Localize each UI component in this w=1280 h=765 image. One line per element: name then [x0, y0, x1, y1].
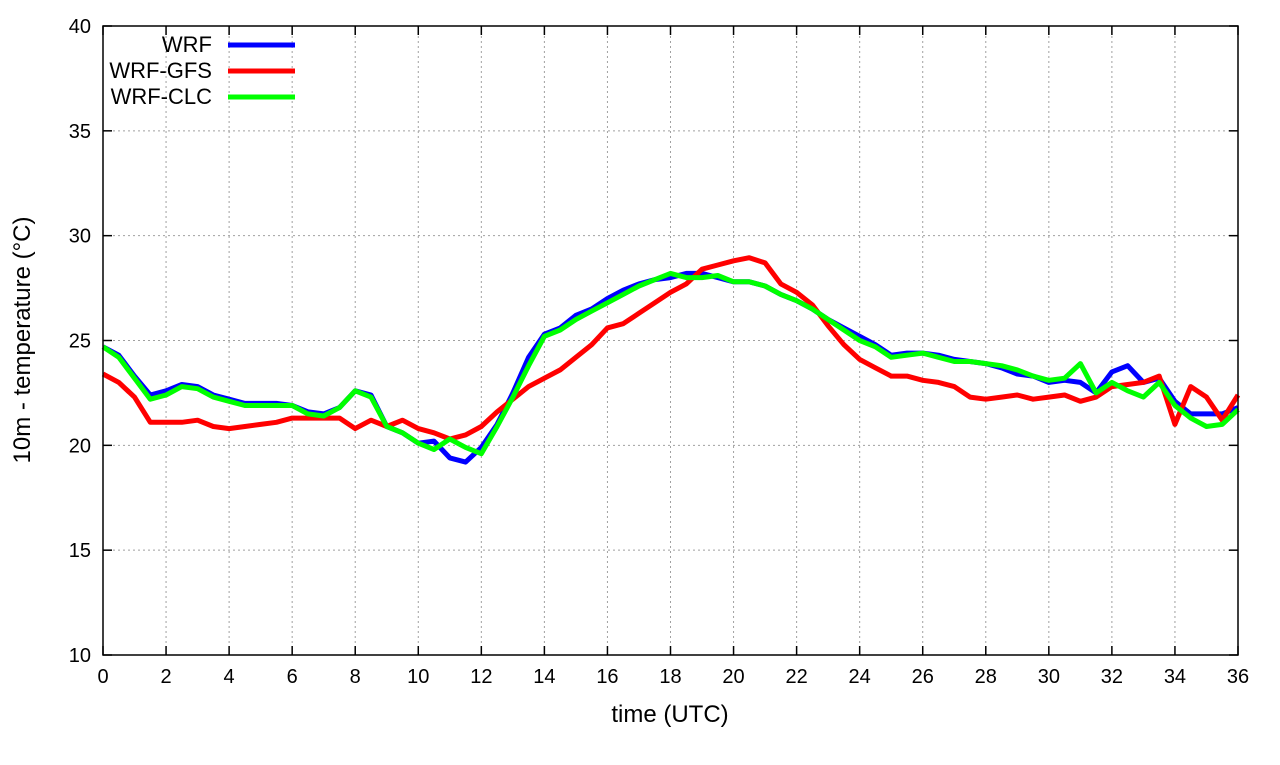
x-tick-label: 26 — [912, 666, 934, 688]
series-line-wrf-clc — [101, 270, 1240, 457]
x-axis-label: time (UTC) — [611, 701, 728, 728]
x-tick-label: 24 — [849, 666, 871, 688]
x-tick-label: 10 — [407, 666, 429, 688]
x-tick-label: 2 — [160, 666, 171, 688]
y-tick-label: 25 — [69, 331, 91, 353]
x-tick-label: 12 — [470, 666, 492, 688]
y-tick-label: 20 — [69, 435, 91, 457]
legend-label: WRF — [162, 32, 212, 57]
x-tick-label: 30 — [1038, 666, 1060, 688]
y-axis-label: 10m - temperature (°C) — [9, 217, 36, 464]
x-tick-label: 22 — [785, 666, 807, 688]
legend-label: WRF-CLC — [111, 84, 213, 109]
legend-label: WRF-GFS — [109, 58, 212, 83]
x-tick-label: 16 — [596, 666, 618, 688]
y-tick-label: 40 — [69, 16, 91, 38]
x-tick-label: 36 — [1227, 666, 1249, 688]
x-tick-label: 18 — [659, 666, 681, 688]
x-tick-label: 6 — [287, 666, 298, 688]
x-tick-label: 34 — [1164, 666, 1186, 688]
x-tick-label: 8 — [350, 666, 361, 688]
x-tick-label: 0 — [97, 666, 108, 688]
y-tick-label: 30 — [69, 226, 91, 248]
x-tick-label: 28 — [975, 666, 997, 688]
series-line-wrf-gfs — [101, 255, 1241, 442]
series-lines — [101, 255, 1241, 465]
x-tick-label: 20 — [722, 666, 744, 688]
grid — [103, 26, 1238, 655]
x-tick-label: 4 — [224, 666, 235, 688]
y-tick-label: 35 — [69, 121, 91, 143]
x-tick-label: 14 — [533, 666, 555, 688]
x-tick-label: 32 — [1101, 666, 1123, 688]
y-tick-label: 10 — [69, 645, 91, 667]
axis-ticks: 0 2 4 6 8 10 12 14 16 18 20 22 24 26 28 30 32 34 361015202… — [69, 16, 1249, 688]
y-tick-label: 15 — [69, 540, 91, 562]
